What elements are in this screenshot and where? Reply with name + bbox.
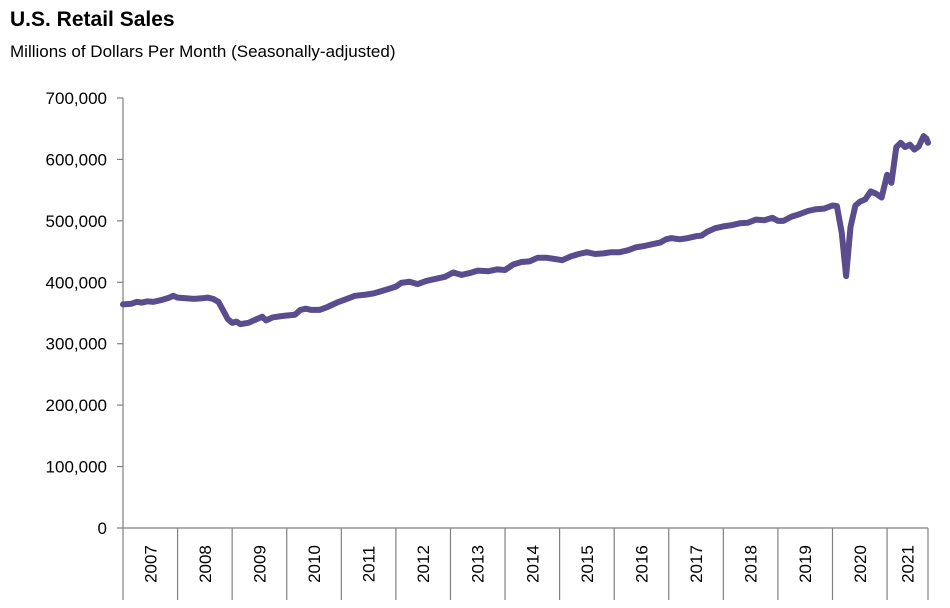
y-tick: 600,000 bbox=[46, 150, 123, 169]
y-tick-label: 400,000 bbox=[46, 273, 107, 292]
x-tick-label: 2020 bbox=[851, 545, 870, 583]
x-tick-label: 2016 bbox=[632, 545, 651, 583]
series-line bbox=[120, 133, 931, 328]
x-tick: 2011 bbox=[360, 546, 379, 583]
x-tick-label: 2010 bbox=[305, 545, 324, 583]
y-tick: 400,000 bbox=[46, 273, 123, 292]
series-group bbox=[120, 133, 931, 328]
y-axis-ticks: 0 100,000 200,000 300,000 400,000 500,000 600,… bbox=[46, 89, 123, 538]
x-tick: 2016 bbox=[632, 545, 651, 583]
x-tick-label: 2011 bbox=[360, 546, 379, 583]
x-tick: 2020 bbox=[851, 545, 870, 583]
x-tick-label: 2013 bbox=[469, 545, 488, 583]
x-tick: 2012 bbox=[414, 545, 433, 583]
chart-subtitle: Millions of Dollars Per Month (Seasonall… bbox=[10, 42, 396, 61]
x-tick: 2008 bbox=[196, 545, 215, 583]
x-tick-label: 2018 bbox=[742, 545, 761, 583]
y-tick-label: 600,000 bbox=[46, 150, 107, 169]
x-tick: 2014 bbox=[523, 545, 542, 583]
y-tick-label: 300,000 bbox=[46, 335, 107, 354]
x-tick: 2013 bbox=[469, 545, 488, 583]
y-tick: 100,000 bbox=[46, 458, 123, 477]
x-tick-label: 2009 bbox=[250, 545, 269, 583]
x-tick: 2015 bbox=[578, 545, 597, 583]
x-tick-label: 2014 bbox=[523, 545, 542, 583]
x-tick: 2019 bbox=[796, 545, 815, 583]
x-tick-label: 2019 bbox=[796, 545, 815, 583]
y-tick: 0 bbox=[98, 519, 123, 538]
y-tick: 500,000 bbox=[46, 212, 123, 231]
axes bbox=[122, 98, 928, 529]
y-tick-label: 100,000 bbox=[46, 458, 107, 477]
x-tick: 2007 bbox=[141, 545, 160, 583]
x-tick: 2009 bbox=[250, 545, 269, 583]
chart-title: U.S. Retail Sales bbox=[10, 8, 175, 31]
y-tick-label: 200,000 bbox=[46, 396, 107, 415]
x-axis-ticks: 2007 2008 2009 2010 2011 2012 2013 2014 2015 2016… bbox=[122, 528, 929, 600]
y-tick: 200,000 bbox=[46, 396, 123, 415]
y-tick: 700,000 bbox=[46, 89, 123, 108]
x-tick-label: 2015 bbox=[578, 545, 597, 583]
x-tick-label: 2021 bbox=[899, 545, 918, 583]
x-tick-label: 2012 bbox=[414, 545, 433, 583]
y-tick-label: 500,000 bbox=[46, 212, 107, 231]
y-tick-label: 700,000 bbox=[46, 89, 107, 108]
x-tick: 2018 bbox=[742, 545, 761, 583]
x-tick: 2017 bbox=[687, 545, 706, 583]
y-tick: 300,000 bbox=[46, 335, 123, 354]
x-tick: 2021 bbox=[899, 545, 918, 583]
x-tick: 2010 bbox=[305, 545, 324, 583]
x-tick-label: 2017 bbox=[687, 545, 706, 583]
y-tick-label: 0 bbox=[98, 519, 107, 538]
x-tick-label: 2007 bbox=[141, 545, 160, 583]
x-tick-label: 2008 bbox=[196, 545, 215, 583]
